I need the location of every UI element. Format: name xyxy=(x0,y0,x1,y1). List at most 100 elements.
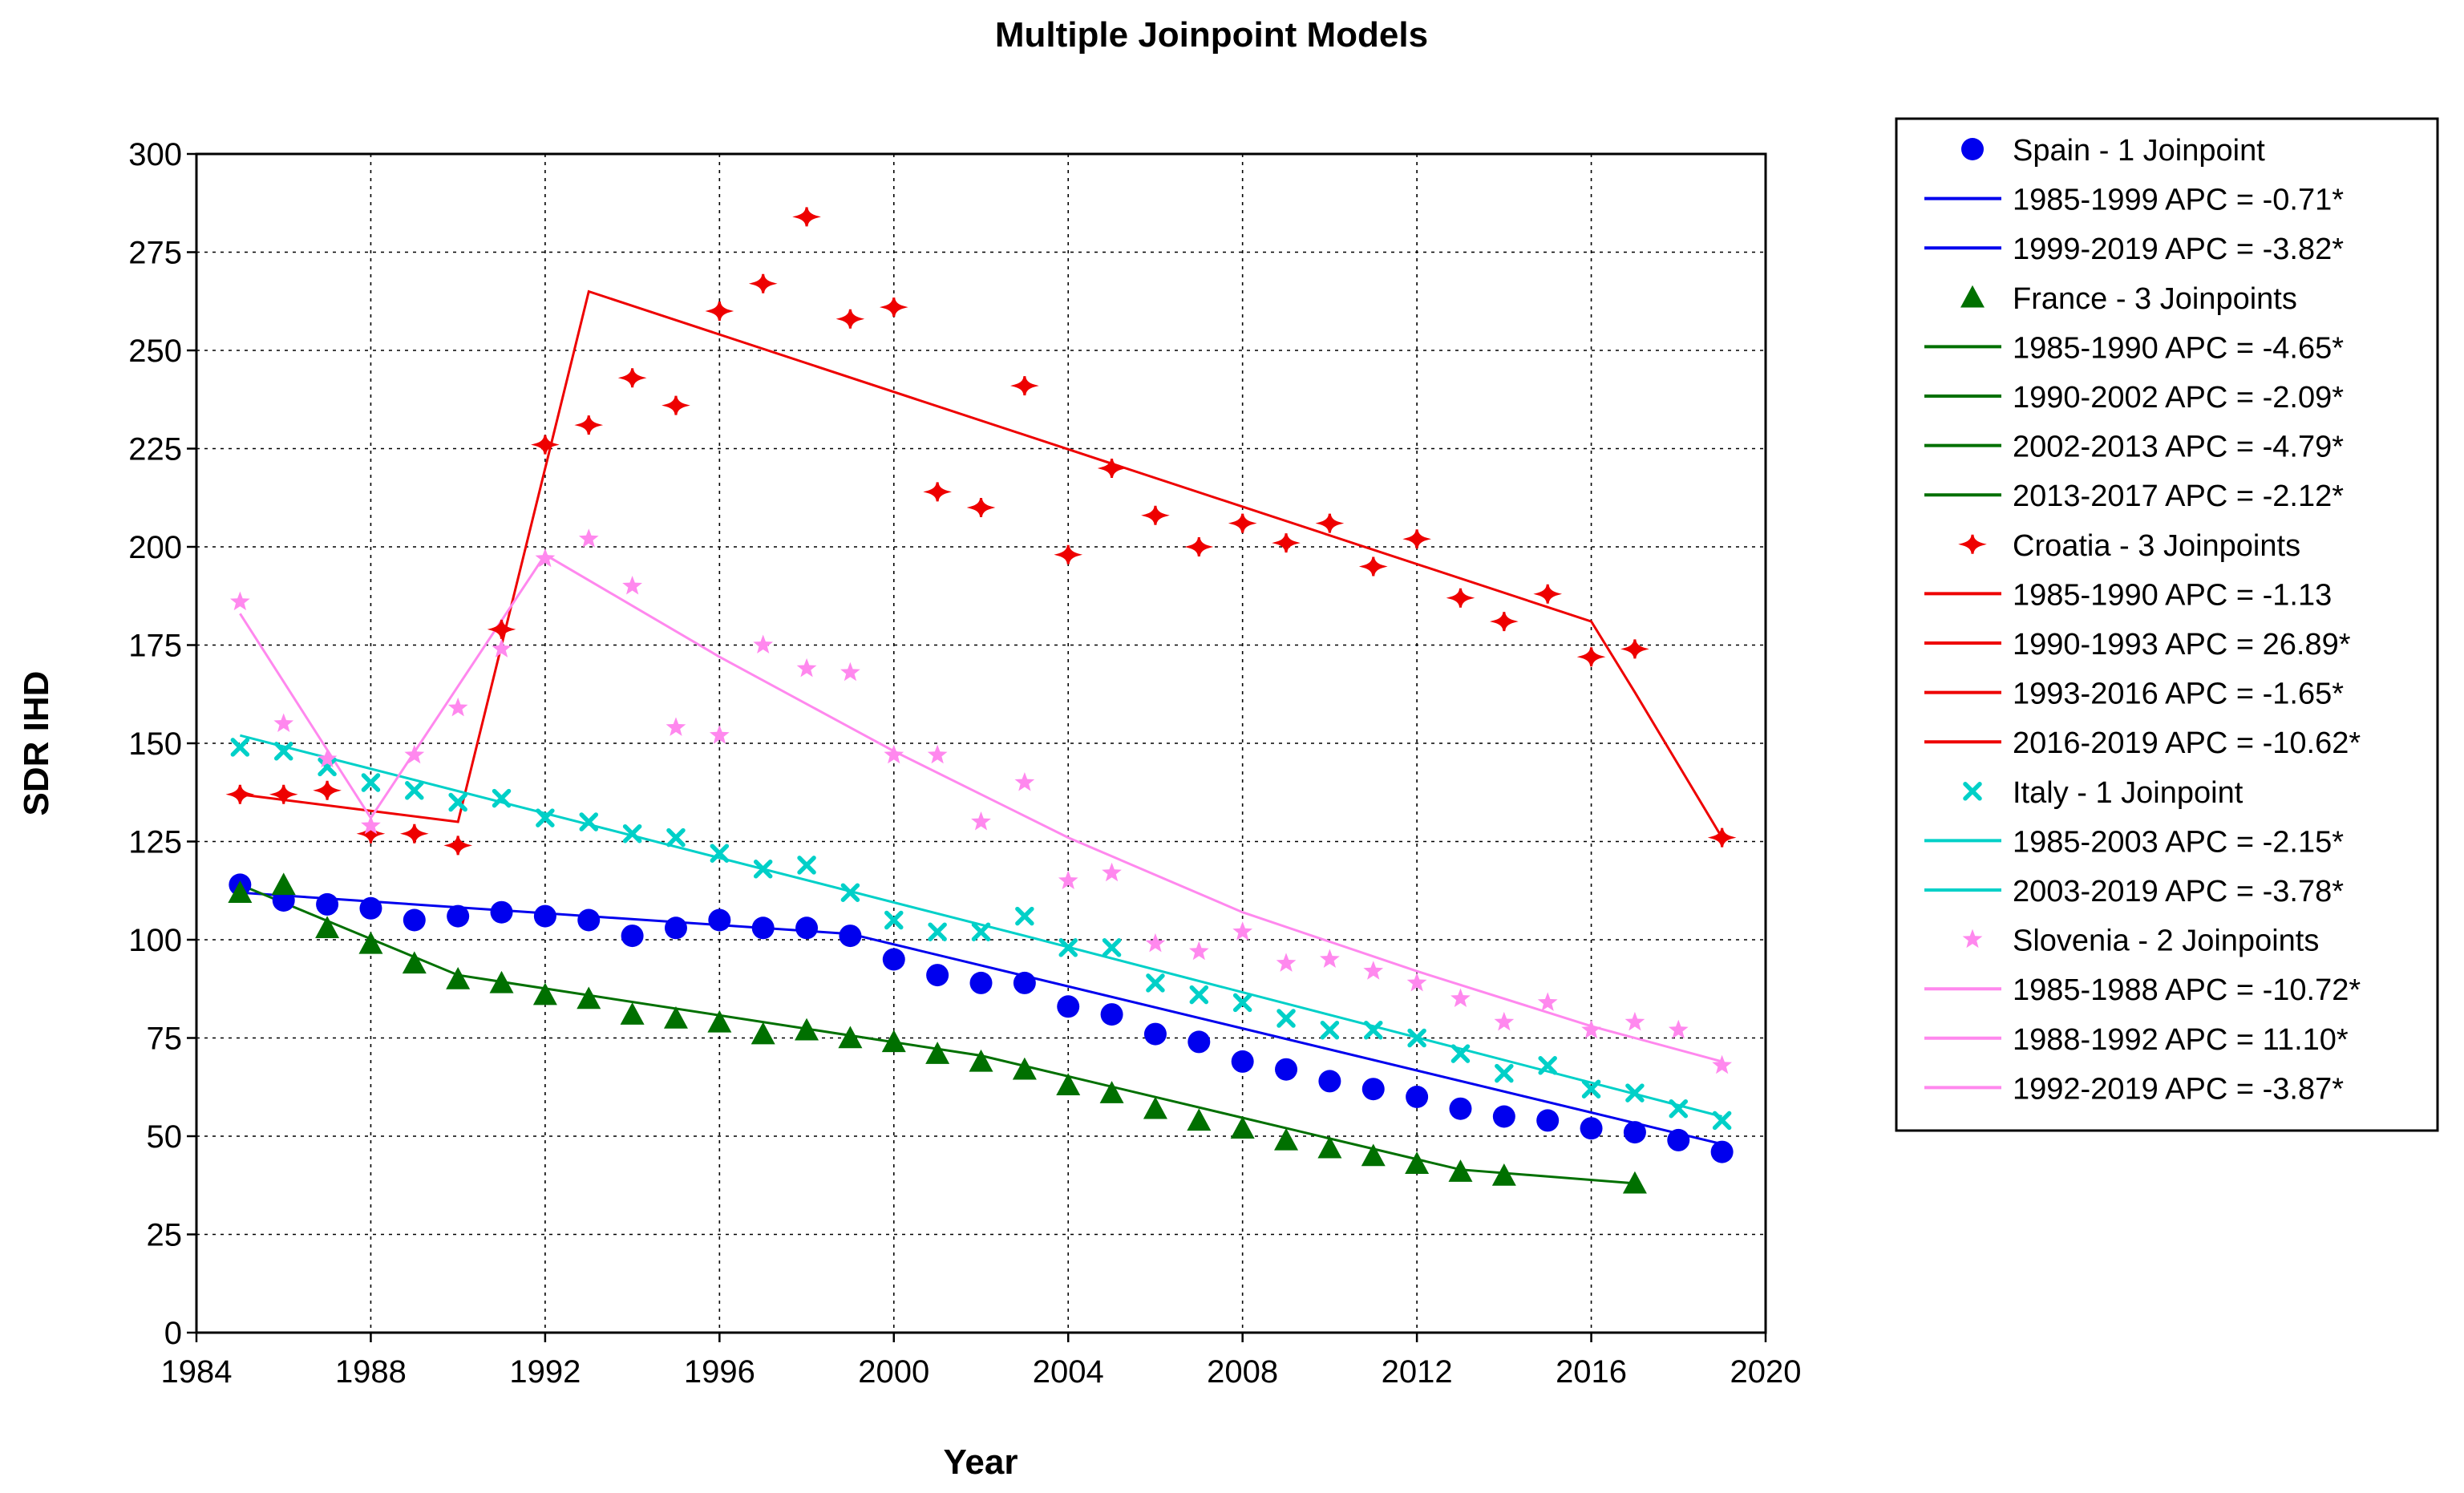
data-point-slovenia xyxy=(1014,772,1035,791)
data-point-italy xyxy=(1189,985,1209,1005)
x-tick-label: 1996 xyxy=(684,1354,755,1390)
x-tick-label: 2000 xyxy=(858,1354,929,1390)
data-point-france xyxy=(707,1009,732,1033)
legend-segment-slovenia: 1985-1988 APC = -10.72* xyxy=(2013,973,2361,1007)
data-point-slovenia xyxy=(1624,1011,1645,1031)
data-point-france xyxy=(751,1022,775,1045)
data-point-france xyxy=(228,880,253,903)
legend-segment-spain: 1985-1999 APC = -0.71* xyxy=(2013,184,2344,217)
data-point-italy xyxy=(1277,1009,1296,1028)
data-point-france xyxy=(1317,1135,1342,1159)
fit-line-italy xyxy=(240,734,1722,1118)
data-point-spain xyxy=(1057,995,1080,1018)
x-tick-label: 2016 xyxy=(1556,1354,1627,1390)
y-tick-label: 150 xyxy=(128,726,182,762)
legend-segment-spain: 1999-2019 APC = -3.82* xyxy=(2013,233,2344,266)
data-point-spain xyxy=(447,904,470,928)
data-point-italy xyxy=(318,757,337,777)
data-point-croatia xyxy=(1010,375,1039,396)
y-tick-label: 275 xyxy=(128,236,182,271)
y-tick-label: 175 xyxy=(128,629,182,664)
y-tick-label: 50 xyxy=(147,1119,183,1155)
y-tick-label: 200 xyxy=(128,530,182,565)
legend-segment-italy: 2003-2019 APC = -3.78* xyxy=(2013,875,2344,908)
data-point-croatia xyxy=(1358,556,1388,577)
data-point-croatia xyxy=(225,784,255,804)
data-point-slovenia xyxy=(1232,921,1252,941)
fit-line-slovenia xyxy=(239,552,1722,1063)
data-point-spain xyxy=(1013,971,1036,994)
x-tick-label: 2020 xyxy=(1730,1354,1802,1390)
data-point-italy xyxy=(884,910,904,930)
data-point-italy xyxy=(622,823,642,844)
legend-label-france: France - 3 Joinpoints xyxy=(2013,282,2297,316)
chart-title: Multiple Joinpoint Models xyxy=(995,15,1428,55)
data-point-france xyxy=(795,1018,819,1041)
data-point-croatia xyxy=(1228,513,1257,533)
data-point-italy xyxy=(1015,906,1034,926)
gridlines xyxy=(196,154,1766,1333)
data-point-france xyxy=(358,931,383,954)
data-point-spain xyxy=(795,916,819,940)
data-point-spain xyxy=(1318,1070,1341,1093)
y-tick-label: 0 xyxy=(164,1316,182,1351)
data-point-slovenia xyxy=(1712,1054,1732,1074)
data-point-croatia xyxy=(792,207,821,227)
data-point-croatia xyxy=(1272,532,1301,553)
data-point-spain xyxy=(1492,1105,1515,1128)
y-tick-label: 225 xyxy=(128,432,182,467)
legend-marker-croatia xyxy=(1958,534,1987,554)
data-point-italy xyxy=(536,808,555,827)
data-point-croatia xyxy=(1402,529,1431,549)
data-point-france xyxy=(1056,1073,1081,1096)
legend-marker-slovenia xyxy=(1962,929,1983,949)
data-point-croatia xyxy=(923,482,952,502)
data-point-italy xyxy=(1669,1099,1689,1119)
data-point-italy xyxy=(230,738,250,757)
data-point-croatia xyxy=(1576,647,1606,667)
data-point-italy xyxy=(840,883,860,902)
data-point-slovenia xyxy=(273,713,294,732)
data-point-france xyxy=(1230,1116,1255,1139)
data-point-croatia xyxy=(1097,458,1127,479)
data-point-italy xyxy=(928,922,947,941)
data-point-spain xyxy=(1449,1097,1472,1120)
data-point-croatia xyxy=(1707,827,1737,848)
data-point-france xyxy=(315,916,340,939)
legend-marker-spain xyxy=(1961,138,1984,160)
data-point-slovenia xyxy=(927,744,948,764)
data-point-spain xyxy=(1406,1086,1429,1108)
data-point-spain xyxy=(1536,1109,1560,1132)
data-point-spain xyxy=(403,908,426,932)
data-point-slovenia xyxy=(1145,933,1166,953)
data-point-slovenia xyxy=(1188,941,1209,961)
data-point-croatia xyxy=(531,435,560,455)
data-point-france xyxy=(1448,1159,1473,1182)
data-point-croatia xyxy=(662,395,690,415)
data-point-spain xyxy=(882,948,905,971)
legend-segment-croatia: 1985-1990 APC = -1.13 xyxy=(2013,578,2332,612)
data-point-italy xyxy=(1407,1028,1426,1048)
data-point-slovenia xyxy=(796,657,817,678)
x-tick-label: 2004 xyxy=(1033,1354,1104,1390)
legend: Spain - 1 Joinpoint 1985-1999 APC = -0.71… xyxy=(1924,134,2361,1106)
data-point-italy xyxy=(579,812,598,831)
data-point-france xyxy=(881,1030,906,1053)
legend-segment-italy: 1985-2003 APC = -2.15* xyxy=(2013,825,2344,859)
data-point-italy xyxy=(1058,938,1078,957)
data-point-france xyxy=(620,1002,645,1025)
y-tick-label: 25 xyxy=(147,1218,183,1253)
y-tick-label: 100 xyxy=(128,923,182,958)
data-point-france xyxy=(1274,1127,1299,1151)
data-point-croatia xyxy=(574,415,604,435)
legend-label-croatia: Croatia - 3 Joinpoints xyxy=(2013,529,2300,563)
data-point-spain xyxy=(1100,1003,1123,1026)
data-point-croatia xyxy=(313,780,342,800)
data-point-croatia xyxy=(705,301,734,322)
data-point-slovenia xyxy=(1450,988,1471,1007)
legend-box xyxy=(1895,117,2439,1132)
legend-marker-italy xyxy=(1963,782,1982,801)
data-point-spain xyxy=(664,916,687,940)
data-point-france xyxy=(663,1006,688,1029)
